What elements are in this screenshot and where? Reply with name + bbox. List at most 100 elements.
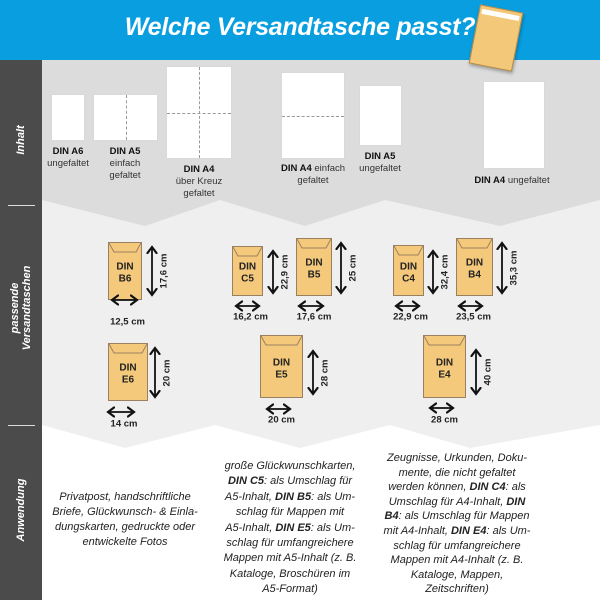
text: : als Um- <box>486 524 531 537</box>
text: Mappen mit A4-Inhalt (z. B. <box>390 554 524 567</box>
paper-din-sheet <box>360 86 401 145</box>
text: Kataloge, Mappen, <box>410 568 504 581</box>
paper-din-sheet <box>484 82 544 168</box>
text-line: ungefaltet <box>47 158 89 170</box>
text: gefaltet <box>109 170 141 181</box>
text-line: ungefaltet <box>359 163 401 175</box>
bold-text: DIN E4 <box>450 524 487 537</box>
width-label: 28 cm <box>431 414 458 426</box>
paper-din-sheet <box>167 67 231 158</box>
paper-label: DIN A5 einfach gefaltet <box>109 146 140 182</box>
text-line: werden können, DIN C4: als <box>384 480 531 495</box>
text: Zeugnisse, Urkunden, Doku- <box>386 452 528 464</box>
bold-text: DIN A6 <box>52 146 84 157</box>
text: entwickelte Fotos <box>82 536 168 548</box>
envelope-flap <box>233 247 262 257</box>
text: Zeitschriften) <box>425 583 489 596</box>
text-line: Kataloge, Mappen, <box>384 568 531 583</box>
text-line: A5-Format) <box>224 582 357 597</box>
text-line: dungskarten, gedruckte oder <box>52 520 198 535</box>
text-line: Mappen mit A5-Inhalt (z. B. <box>224 551 357 566</box>
fold-line <box>167 112 231 114</box>
width-label: 22,9 cm <box>393 311 428 323</box>
text-line: schlag für umfangreichere <box>384 539 531 554</box>
header-banner: Welche Versandtasche passt? <box>0 0 600 72</box>
text-line: einfach <box>109 158 141 170</box>
envelope-flap <box>109 344 147 354</box>
text-line: Mappen mit A4-Inhalt (z. B. <box>384 553 531 568</box>
sidebar: Inhalt passende Versandtaschen Anwendung <box>0 60 42 600</box>
text: Kataloge, Broschüren im <box>229 567 351 580</box>
text: schlag für umfangreichere <box>393 539 521 552</box>
envelope-flap <box>109 243 141 253</box>
bold-text: DIN A4 <box>183 164 215 175</box>
text: : als Umschlag für <box>264 475 353 488</box>
fold-line <box>125 95 127 140</box>
bold-text: B4 <box>384 510 399 523</box>
text-line: mente, die nicht gefaltet <box>384 466 531 481</box>
envelope-din-b4: DIN B4 <box>456 238 493 296</box>
text-line: über Kreuz <box>176 176 222 188</box>
text: ungefaltet <box>359 163 401 174</box>
bold-text: DIN A4 <box>280 163 312 174</box>
fold-line <box>282 115 344 117</box>
envelope-format-line: DIN <box>119 362 137 374</box>
text: A5-Inhalt, <box>224 490 276 503</box>
envelope-format: DIN E5 <box>261 357 302 381</box>
usage-text: große Glückwunschkarten, DIN C5: als Umsc… <box>224 459 357 598</box>
divider <box>8 425 35 426</box>
usage-text: Privatpost, handschriftliche Briefe, Glüc… <box>52 490 198 550</box>
text-line: Zeitschriften) <box>384 582 531 597</box>
paper-label: DIN A5 ungefaltet <box>359 151 401 175</box>
envelope-flap <box>424 336 465 346</box>
envelope-din-e6: DIN E6 <box>108 343 148 401</box>
text-line: DIN A5 <box>109 146 141 158</box>
envelope-format-line: DIN <box>465 257 484 269</box>
text: : als Um- <box>311 490 356 503</box>
width-label: 14 cm <box>110 418 138 430</box>
bold-text: DIN C5 <box>227 475 265 488</box>
width-label: 20 cm <box>268 414 295 426</box>
text-line: A5-Inhalt, DIN B5: als Um- <box>224 490 357 505</box>
text-line: gefaltet <box>176 188 222 200</box>
text: Umschlag für A4-Inhalt, <box>388 495 507 508</box>
width-label: 17,6 cm <box>296 311 332 323</box>
text-line: schlag für Mappen mit <box>224 505 357 520</box>
envelope-format-line: DIN <box>238 261 257 273</box>
text-line: B4: als Umschlag für Mappen <box>384 509 531 524</box>
bold-text: DIN A5 <box>109 146 141 157</box>
text: schlag für Mappen mit <box>235 506 345 519</box>
text: über Kreuz <box>175 176 223 187</box>
paper-label: DIN A6 ungefaltet <box>47 146 89 170</box>
paper-din-sheet <box>282 73 344 158</box>
envelope-format-line: E4 <box>438 368 451 380</box>
text: mit A4-Inhalt, <box>383 524 451 537</box>
text-line: Kataloge, Broschüren im <box>224 567 357 582</box>
text: : als Umschlag für Mappen <box>398 510 530 523</box>
text: einfach <box>109 158 141 169</box>
envelope-format-line: C5 <box>241 273 254 285</box>
envelope-format: DIN E6 <box>109 362 147 386</box>
envelope-format: DIN B5 <box>297 257 331 281</box>
bold-text: DIN A4 <box>474 175 506 186</box>
envelope-din-b5: DIN B5 <box>296 238 332 296</box>
text: Briefe, Glückwunsch- & Einla- <box>52 506 198 518</box>
envelope-din-e4: DIN E4 <box>423 335 466 398</box>
text: werden können, <box>388 481 470 494</box>
text-line: A5-Inhalt, DIN E5: als Um- <box>224 521 357 536</box>
envelope-format-line: DIN <box>116 261 134 273</box>
text-line: schlag für umfangreichere <box>224 536 357 551</box>
envelope-format: DIN B4 <box>457 257 492 281</box>
text-line: DIN C5: als Umschlag für <box>224 474 357 489</box>
envelope-din-c5: DIN C5 <box>232 246 263 296</box>
text: gefaltet <box>297 175 329 186</box>
text-line: Zeugnisse, Urkunden, Doku- <box>384 451 531 466</box>
text: Privatpost, handschriftliche <box>59 491 191 503</box>
envelope-din-e5: DIN E5 <box>260 335 303 398</box>
envelope-flap <box>297 239 331 249</box>
paper-label: DIN A4 über Kreuz gefaltet <box>176 164 222 200</box>
envelope-flap <box>261 336 302 346</box>
bold-text: DIN E5 <box>275 521 311 534</box>
width-label: 23,5 cm <box>456 311 491 323</box>
